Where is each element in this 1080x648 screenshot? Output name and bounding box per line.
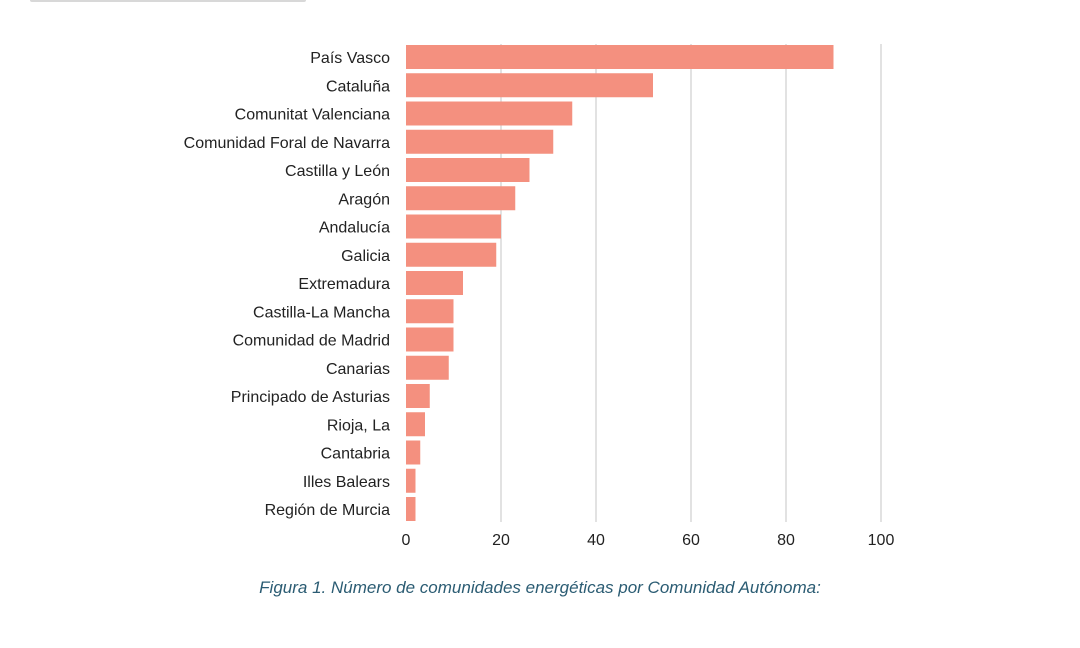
- bar: [406, 384, 430, 408]
- bars: [406, 45, 834, 521]
- bar: [406, 186, 516, 211]
- category-label: Cataluña: [326, 78, 390, 95]
- category-label: Extremadura: [298, 276, 390, 293]
- x-tick-label: 20: [492, 532, 510, 549]
- bar: [406, 327, 454, 352]
- bar: [406, 214, 501, 239]
- bar: [406, 158, 530, 182]
- x-tick-label: 40: [587, 532, 605, 549]
- bar: [406, 440, 421, 465]
- bar: [406, 412, 425, 437]
- category-label: Región de Murcia: [265, 502, 391, 519]
- x-tick-label: 60: [682, 532, 700, 549]
- gridlines: [500, 44, 882, 522]
- x-tick-label: 100: [868, 532, 895, 549]
- bar: [406, 129, 554, 154]
- bar: [406, 242, 497, 267]
- category-label: Aragón: [338, 191, 390, 208]
- category-label: País Vasco: [310, 50, 390, 67]
- bar: [406, 101, 573, 126]
- category-label: Comunitat Valenciana: [235, 107, 390, 124]
- bar: [406, 73, 653, 98]
- category-label: Castilla-La Mancha: [253, 304, 390, 321]
- category-label: Castilla y León: [285, 163, 390, 180]
- figure-caption: Figura 1. Número de comunidades energéti…: [259, 578, 821, 597]
- category-label: Andalucía: [319, 220, 390, 237]
- category-label: Rioja, La: [327, 417, 390, 434]
- x-axis-tick-labels: 0 20 40 60 80 100: [402, 532, 895, 549]
- bar: [406, 497, 416, 521]
- bar: [406, 355, 449, 380]
- category-label: Cantabria: [321, 446, 390, 463]
- bar-chart: País Vasco Cataluña Comunitat Valenciana Co…: [184, 44, 895, 549]
- x-tick-label: 80: [777, 532, 795, 549]
- cropped-text-fragment: [30, 0, 306, 2]
- category-label: Comunidad Foral de Navarra: [184, 135, 390, 152]
- category-label: Principado de Asturias: [231, 389, 390, 406]
- category-label: Illes Balears: [303, 474, 390, 491]
- category-label: Galicia: [341, 248, 390, 265]
- category-label: Comunidad de Madrid: [233, 333, 390, 350]
- bar: [406, 468, 416, 493]
- bar: [406, 45, 834, 69]
- bar: [406, 271, 463, 295]
- x-tick-label: 0: [402, 532, 411, 549]
- category-labels: País Vasco Cataluña Comunitat Valenciana Co…: [184, 50, 390, 519]
- category-label: Canarias: [326, 361, 390, 378]
- bar: [406, 299, 454, 324]
